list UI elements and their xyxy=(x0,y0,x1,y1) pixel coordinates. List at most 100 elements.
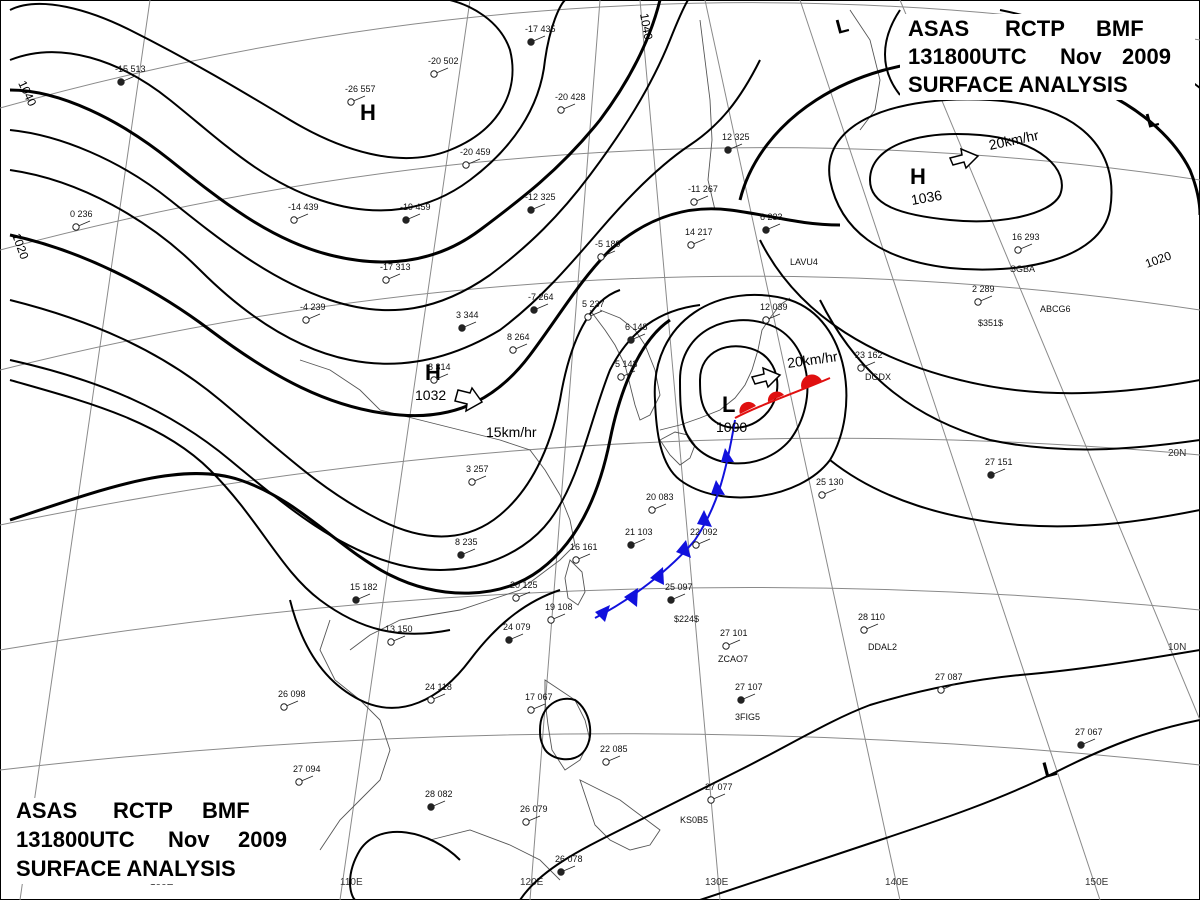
station-circle-icon xyxy=(724,146,732,154)
station-plot: 23 162 xyxy=(855,350,883,372)
footer-year: 2009 xyxy=(238,827,287,852)
warm-front xyxy=(734,374,831,419)
station-circle-icon xyxy=(937,686,945,694)
station-circle-icon xyxy=(602,758,610,766)
header-station: RCTP xyxy=(1005,16,1065,41)
kamchatka-coast xyxy=(849,9,881,131)
station-report-text: 6 233 xyxy=(760,212,783,222)
station-circle-icon xyxy=(302,316,310,324)
station-plot: 16 293 xyxy=(1012,232,1040,254)
station-circle-icon xyxy=(468,478,476,486)
station-report-text: 22 085 xyxy=(600,744,628,754)
station-report-text: 5 143 xyxy=(615,359,638,369)
station-circle-icon xyxy=(280,703,288,711)
ship-ids: $351$ ABCG6 SGBA LAVU4 DGDX ZCAO7 3FIG5 DDAL2 KS… xyxy=(674,257,1071,825)
station-report-text: 15 182 xyxy=(350,582,378,592)
station-circle-icon xyxy=(762,226,770,234)
station-report-text: 3 344 xyxy=(456,310,479,320)
station-circle-icon xyxy=(557,868,565,876)
header-year: 2009 xyxy=(1122,44,1171,69)
lon-label: 140E xyxy=(885,877,909,888)
isobar xyxy=(9,0,689,312)
station-circle-icon xyxy=(687,241,695,249)
station-plot: 25 097 xyxy=(665,582,693,604)
station-report-text: 3 257 xyxy=(466,464,489,474)
station-report-text: -11 267 xyxy=(688,184,718,194)
footer-title-block: ASAS RCTP BMF 131800UTC Nov 2009 SURFACE… xyxy=(12,798,297,884)
station-plot: 0 236 xyxy=(70,209,93,231)
station-plot: 3 344 xyxy=(456,310,479,332)
japan-coast xyxy=(659,297,791,431)
station-report-text: 21 103 xyxy=(625,527,653,537)
header-time: 131800UTC xyxy=(908,44,1027,69)
latitude-line xyxy=(0,733,1200,771)
station-circle-icon xyxy=(557,106,565,114)
station-circle-icon xyxy=(584,313,592,321)
isobar xyxy=(9,318,671,595)
ship-id-label: ZCAO7 xyxy=(718,654,748,664)
high-symbol: H xyxy=(910,164,926,189)
station-circle-icon xyxy=(818,491,826,499)
isobar-label: 1040 xyxy=(637,12,655,41)
station-report-text: 27 151 xyxy=(985,457,1013,467)
station-circle-icon xyxy=(722,642,730,650)
station-plot: 17 067 xyxy=(525,692,553,714)
high-value: 1036 xyxy=(910,187,944,208)
isobar xyxy=(868,133,1063,223)
station-plot: 27 107 xyxy=(735,682,763,704)
station-plot: 27 067 xyxy=(1075,727,1103,749)
station-report-text: 0 236 xyxy=(70,209,93,219)
station-report-text: -20 459 xyxy=(460,147,491,157)
lon-label: 130E xyxy=(705,877,729,888)
station-circle-icon xyxy=(667,596,675,604)
station-report-text: 5 237 xyxy=(582,299,605,309)
station-plot: 26 079 xyxy=(520,804,548,826)
lon-label: 150E xyxy=(1085,877,1109,888)
footer-analysis: SURFACE ANALYSIS xyxy=(16,856,236,881)
footer-time: 131800UTC xyxy=(16,827,135,852)
station-plot: -17 313 xyxy=(380,262,411,284)
station-plot: 20 083 xyxy=(646,492,674,514)
station-report-text: 14 217 xyxy=(685,227,713,237)
station-circle-icon xyxy=(1077,741,1085,749)
station-circle-icon xyxy=(427,696,435,704)
lon-label: 110E xyxy=(340,877,363,888)
station-report-text: 20 125 xyxy=(510,580,538,590)
motion-arrow-icon xyxy=(948,147,980,170)
station-plot: 5 237 xyxy=(582,299,605,321)
footer-backdrop xyxy=(12,798,297,884)
isobar xyxy=(678,319,809,465)
cold-front-barb xyxy=(650,567,664,585)
station-report-text: 12 039 xyxy=(760,302,788,312)
station-report-text: 26 079 xyxy=(520,804,548,814)
station-plot: -17 435 xyxy=(525,24,556,46)
station-circle-icon xyxy=(737,696,745,704)
station-plot: 24 118 xyxy=(425,682,452,704)
station-circle-icon xyxy=(627,541,635,549)
longitude-line xyxy=(899,0,1200,721)
cold-front-barb xyxy=(697,510,712,527)
low-pressure-center: L 1000 20km/hr xyxy=(716,348,839,435)
station-plot: 27 151 xyxy=(985,457,1013,479)
indochina-coast xyxy=(319,619,391,851)
station-circle-icon xyxy=(987,471,995,479)
station-report-text: 27 067 xyxy=(1075,727,1103,737)
longitude-line xyxy=(529,0,601,900)
station-plot: 19 108 xyxy=(545,602,573,624)
station-circle-icon xyxy=(509,346,517,354)
motion-arrow-icon xyxy=(454,386,484,413)
station-circle-icon xyxy=(974,298,982,306)
station-plot: 25 130 xyxy=(816,477,844,499)
footer-station: RCTP xyxy=(113,798,173,823)
station-report-text: 22 092 xyxy=(690,527,718,537)
station-report-text: 28 110 xyxy=(858,612,885,622)
isobar xyxy=(884,9,901,96)
warm-front-lobe xyxy=(767,391,784,402)
station-report-text: -20 428 xyxy=(555,92,586,102)
station-report-text: 24 118 xyxy=(425,682,452,692)
station-report-text: -17 313 xyxy=(380,262,411,272)
cold-front-barb xyxy=(595,605,610,622)
station-plot: -19 459 xyxy=(400,202,431,224)
motion-label: 20km/hr xyxy=(786,348,839,371)
